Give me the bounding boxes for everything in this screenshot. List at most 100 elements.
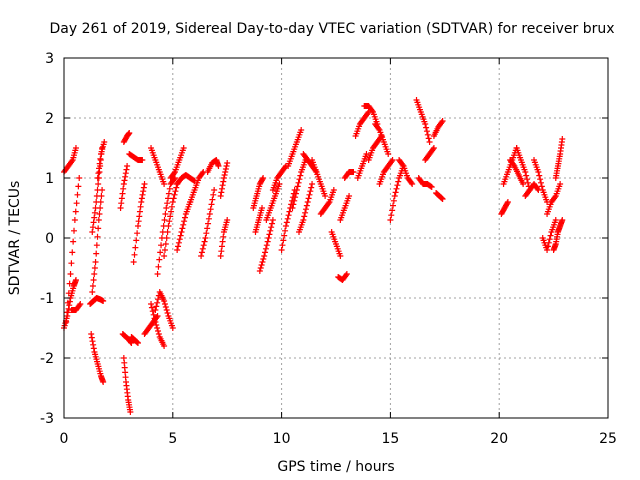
y-tick-label: 3 xyxy=(45,51,54,67)
data-point xyxy=(303,202,310,209)
data-point xyxy=(176,236,183,243)
data-point xyxy=(100,298,107,304)
data-point xyxy=(409,181,416,187)
data-point xyxy=(164,229,171,235)
data-point xyxy=(138,195,145,202)
data-point xyxy=(77,301,84,307)
data-point xyxy=(282,227,289,234)
y-tick-label: -2 xyxy=(40,351,54,367)
y-axis-label: SDTVAR / TECUs xyxy=(7,181,23,296)
data-point xyxy=(97,205,104,211)
data-point xyxy=(152,319,159,325)
data-point xyxy=(224,217,231,223)
data-point xyxy=(520,181,527,187)
data-point xyxy=(301,213,308,220)
data-point xyxy=(161,181,168,187)
data-point xyxy=(72,145,79,151)
data-point xyxy=(155,263,162,270)
data-point xyxy=(219,238,226,245)
data-point xyxy=(220,175,227,181)
data-point xyxy=(394,182,401,189)
data-point xyxy=(153,322,160,328)
data-point xyxy=(64,309,71,316)
data-point xyxy=(282,164,289,171)
data-point xyxy=(291,197,298,204)
data-point xyxy=(73,200,80,207)
data-point xyxy=(177,232,184,239)
data-point xyxy=(199,245,206,252)
data-point xyxy=(551,194,558,201)
y-tick-label: -3 xyxy=(40,411,54,427)
y-tick-label: 2 xyxy=(45,111,54,127)
data-point xyxy=(504,200,511,207)
data-point xyxy=(101,139,108,145)
data-point xyxy=(220,178,227,185)
data-point xyxy=(71,217,78,223)
data-point xyxy=(99,187,106,193)
data-point xyxy=(202,235,209,241)
data-point xyxy=(297,172,304,179)
data-point xyxy=(122,170,129,177)
x-axis-label: GPS time / hours xyxy=(277,459,394,475)
data-point xyxy=(259,205,266,211)
data-point xyxy=(171,191,178,198)
data-point xyxy=(278,247,285,253)
data-point xyxy=(155,296,162,303)
data-point xyxy=(285,212,292,219)
data-point xyxy=(221,172,228,178)
data-point xyxy=(198,249,205,256)
data-point xyxy=(126,130,133,136)
data-point xyxy=(422,121,429,127)
data-point xyxy=(68,158,75,165)
data-point xyxy=(266,231,273,238)
data-point xyxy=(167,213,174,220)
axis-ticks: 0 5 10 15 20 25 -3 -2 -1 0 1 2 3 xyxy=(40,51,617,447)
data-point xyxy=(162,241,169,247)
data-point xyxy=(268,224,275,231)
data-point xyxy=(119,190,126,197)
data-point xyxy=(547,232,554,239)
data-point xyxy=(175,239,182,246)
data-point xyxy=(94,233,101,240)
data-point xyxy=(154,299,161,306)
data-point xyxy=(256,268,263,274)
data-point xyxy=(96,165,103,172)
data-point xyxy=(153,303,160,310)
data-point xyxy=(127,409,134,415)
data-point xyxy=(279,242,286,249)
data-point xyxy=(139,157,146,163)
data-point xyxy=(210,191,217,198)
data-point xyxy=(524,176,531,183)
data-point xyxy=(96,160,103,167)
data-point xyxy=(164,310,171,316)
data-point xyxy=(289,205,296,211)
data-point xyxy=(408,179,415,186)
data-point xyxy=(93,242,100,249)
data-point xyxy=(283,219,290,226)
data-point xyxy=(162,304,169,310)
data-point xyxy=(535,169,542,175)
data-point xyxy=(390,197,397,204)
data-point xyxy=(208,201,215,208)
data-point xyxy=(140,184,147,191)
x-tick-label: 15 xyxy=(381,431,399,447)
data-point xyxy=(259,259,266,265)
data-point xyxy=(163,205,170,211)
data-point xyxy=(90,345,97,352)
data-point xyxy=(552,217,559,223)
y-tick-label: 0 xyxy=(45,231,54,247)
data-point xyxy=(211,187,218,193)
data-point xyxy=(67,271,74,277)
data-point xyxy=(165,195,172,202)
data-point xyxy=(261,253,268,259)
data-point xyxy=(122,173,129,180)
data-point xyxy=(162,211,169,217)
data-point xyxy=(438,119,445,126)
data-point xyxy=(200,242,207,249)
data-point xyxy=(149,308,156,315)
data-point xyxy=(89,289,96,295)
data-point xyxy=(132,244,139,251)
data-point xyxy=(220,233,227,240)
data-point xyxy=(94,175,101,181)
